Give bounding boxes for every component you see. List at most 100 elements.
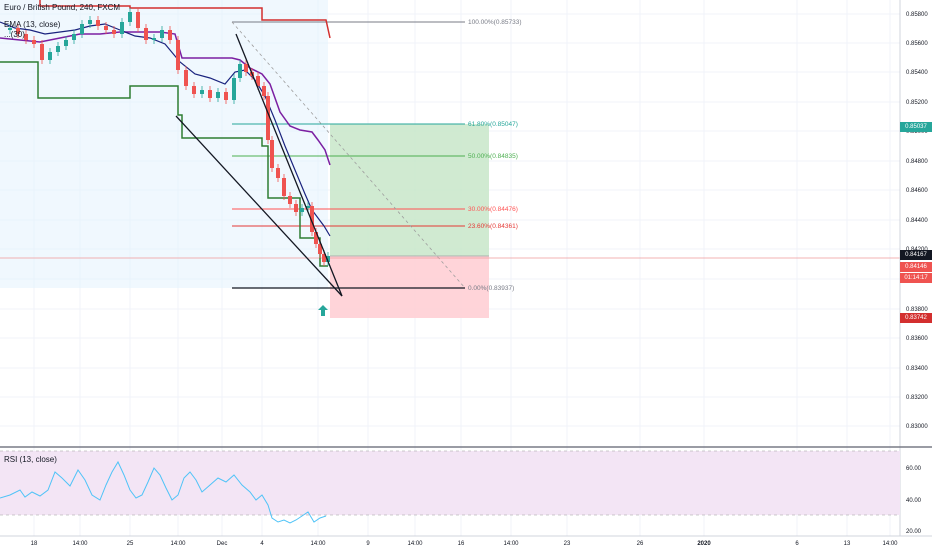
trendline-upper[interactable] — [235, 33, 343, 297]
candle-body — [80, 24, 84, 34]
price-axis-label: 0.85200 — [906, 100, 928, 106]
candle-body — [152, 38, 156, 40]
candle-body — [314, 232, 318, 244]
price-tag-stop: 0.83742 — [900, 313, 932, 323]
candle-body — [56, 46, 60, 52]
candle-body — [104, 26, 108, 30]
rsi-axis-label: 20.00 — [906, 529, 922, 535]
time-axis-label: 14:00 — [882, 541, 898, 547]
time-axis-label: 14:00 — [170, 541, 186, 547]
candle-body — [128, 12, 132, 22]
price-axis-label: 0.83000 — [906, 424, 928, 430]
fib-label-0: 0.00%(0.83937) — [468, 285, 514, 292]
price-axis-label: 0.85800 — [906, 12, 928, 18]
time-axis-label: 4 — [260, 541, 264, 547]
price-axis-label: 0.83200 — [906, 395, 928, 401]
symbol-legend[interactable]: Euro / British Pound, 240, FXCM — [4, 3, 121, 12]
time-axis-label: 14:00 — [310, 541, 326, 547]
time-axis-label: 13 — [844, 541, 851, 547]
rsi-legend[interactable]: RSI (13, close) — [4, 455, 57, 464]
candle-body — [160, 30, 164, 38]
countdown-tag: 01:14:17 — [900, 273, 932, 283]
time-axis-label: 14:00 — [407, 541, 423, 547]
supertrend-legend[interactable]: ...(30) — [4, 30, 25, 39]
fib-label-50: 50.00%(0.84835) — [468, 153, 518, 160]
candle-body — [40, 44, 44, 60]
candle-body — [144, 28, 148, 40]
candle-body — [96, 20, 100, 26]
candle-body — [136, 12, 140, 28]
candle-body — [120, 22, 124, 34]
candle-body — [322, 254, 326, 262]
candle-body — [300, 208, 304, 212]
time-axis-label: 14:00 — [503, 541, 519, 547]
candle-body — [216, 92, 220, 98]
price-axis-label: 0.84800 — [906, 159, 928, 165]
supertrend-red-line — [39, 0, 331, 39]
time-axis-label: 6 — [795, 541, 799, 547]
candle-body — [326, 256, 330, 262]
price-axis-label: 0.84600 — [906, 188, 928, 194]
candle-body — [224, 92, 228, 100]
fib-retracement[interactable]: 100.00%(0.85733) 61.80%(0.85047) 50.00%(… — [231, 19, 522, 292]
rsi-axis[interactable]: 60.00 40.00 20.00 — [906, 466, 922, 535]
time-axis-label: 18 — [31, 541, 38, 547]
candle-body — [310, 206, 314, 232]
candle-body — [288, 196, 292, 204]
profit-zone[interactable] — [330, 124, 489, 256]
time-axis-label: 25 — [127, 541, 134, 547]
candle-body — [270, 140, 274, 168]
time-axis-label: 23 — [564, 541, 571, 547]
fib-trend-dash — [231, 21, 466, 289]
loss-zone[interactable] — [330, 256, 489, 318]
rsi-axis-label: 60.00 — [906, 466, 922, 472]
candle-body — [208, 90, 212, 98]
candle-body — [232, 78, 236, 100]
candle-body — [16, 28, 20, 34]
time-axis[interactable]: 18 14:00 25 14:00 Dec 4 14:00 9 14:00 16 14:00 23 26… — [31, 541, 899, 547]
price-axis-label: 0.84400 — [906, 218, 928, 224]
time-axis-label: 9 — [366, 541, 370, 547]
candle-body — [262, 86, 266, 96]
price-tag-fib: 0.85037 — [900, 122, 932, 132]
time-axis-label: 14:00 — [72, 541, 88, 547]
fib-label-30: 30.00%(0.84476) — [468, 206, 518, 213]
ema-legend[interactable]: EMA (13, close) — [4, 20, 61, 29]
ema-line — [0, 21, 331, 237]
price-axis-label: 0.85000 — [906, 129, 928, 135]
candle-body — [266, 96, 270, 140]
candle-body — [318, 244, 322, 254]
candle-body — [168, 30, 172, 40]
candle-body — [238, 64, 242, 78]
candle-body — [200, 90, 204, 94]
price-candles — [8, 8, 330, 266]
candle-body — [112, 30, 116, 34]
candle-body — [192, 86, 196, 94]
rsi-band — [0, 451, 900, 515]
candle-body — [276, 168, 280, 178]
candle-body — [256, 76, 260, 86]
price-tag-red: 0.84146 — [900, 262, 932, 272]
candle-body — [294, 204, 298, 212]
buy-signal-arrow-icon — [318, 305, 328, 316]
rsi-line — [0, 460, 327, 524]
candle-body — [88, 20, 92, 24]
candle-body — [8, 28, 12, 30]
candle-body — [32, 40, 36, 44]
time-axis-label: 16 — [458, 541, 465, 547]
candle-body — [72, 34, 76, 40]
fib-label-618: 61.80%(0.85047) — [468, 121, 518, 128]
price-axis[interactable]: 0.85800 0.85600 0.85400 0.85200 0.85000 0.848… — [906, 12, 928, 430]
time-axis-label: Dec — [217, 541, 228, 547]
supertrend-green-line — [0, 61, 328, 267]
candle-body — [244, 64, 248, 72]
candle-body — [184, 70, 188, 86]
price-axis-label: 0.85600 — [906, 41, 928, 47]
trendline-lower[interactable] — [175, 115, 343, 297]
candle-body — [48, 52, 52, 60]
price-axis-label: 0.83400 — [906, 366, 928, 372]
candle-body — [282, 178, 286, 196]
fib-label-236: 23.60%(0.84361) — [468, 223, 518, 230]
candle-body — [306, 206, 310, 208]
